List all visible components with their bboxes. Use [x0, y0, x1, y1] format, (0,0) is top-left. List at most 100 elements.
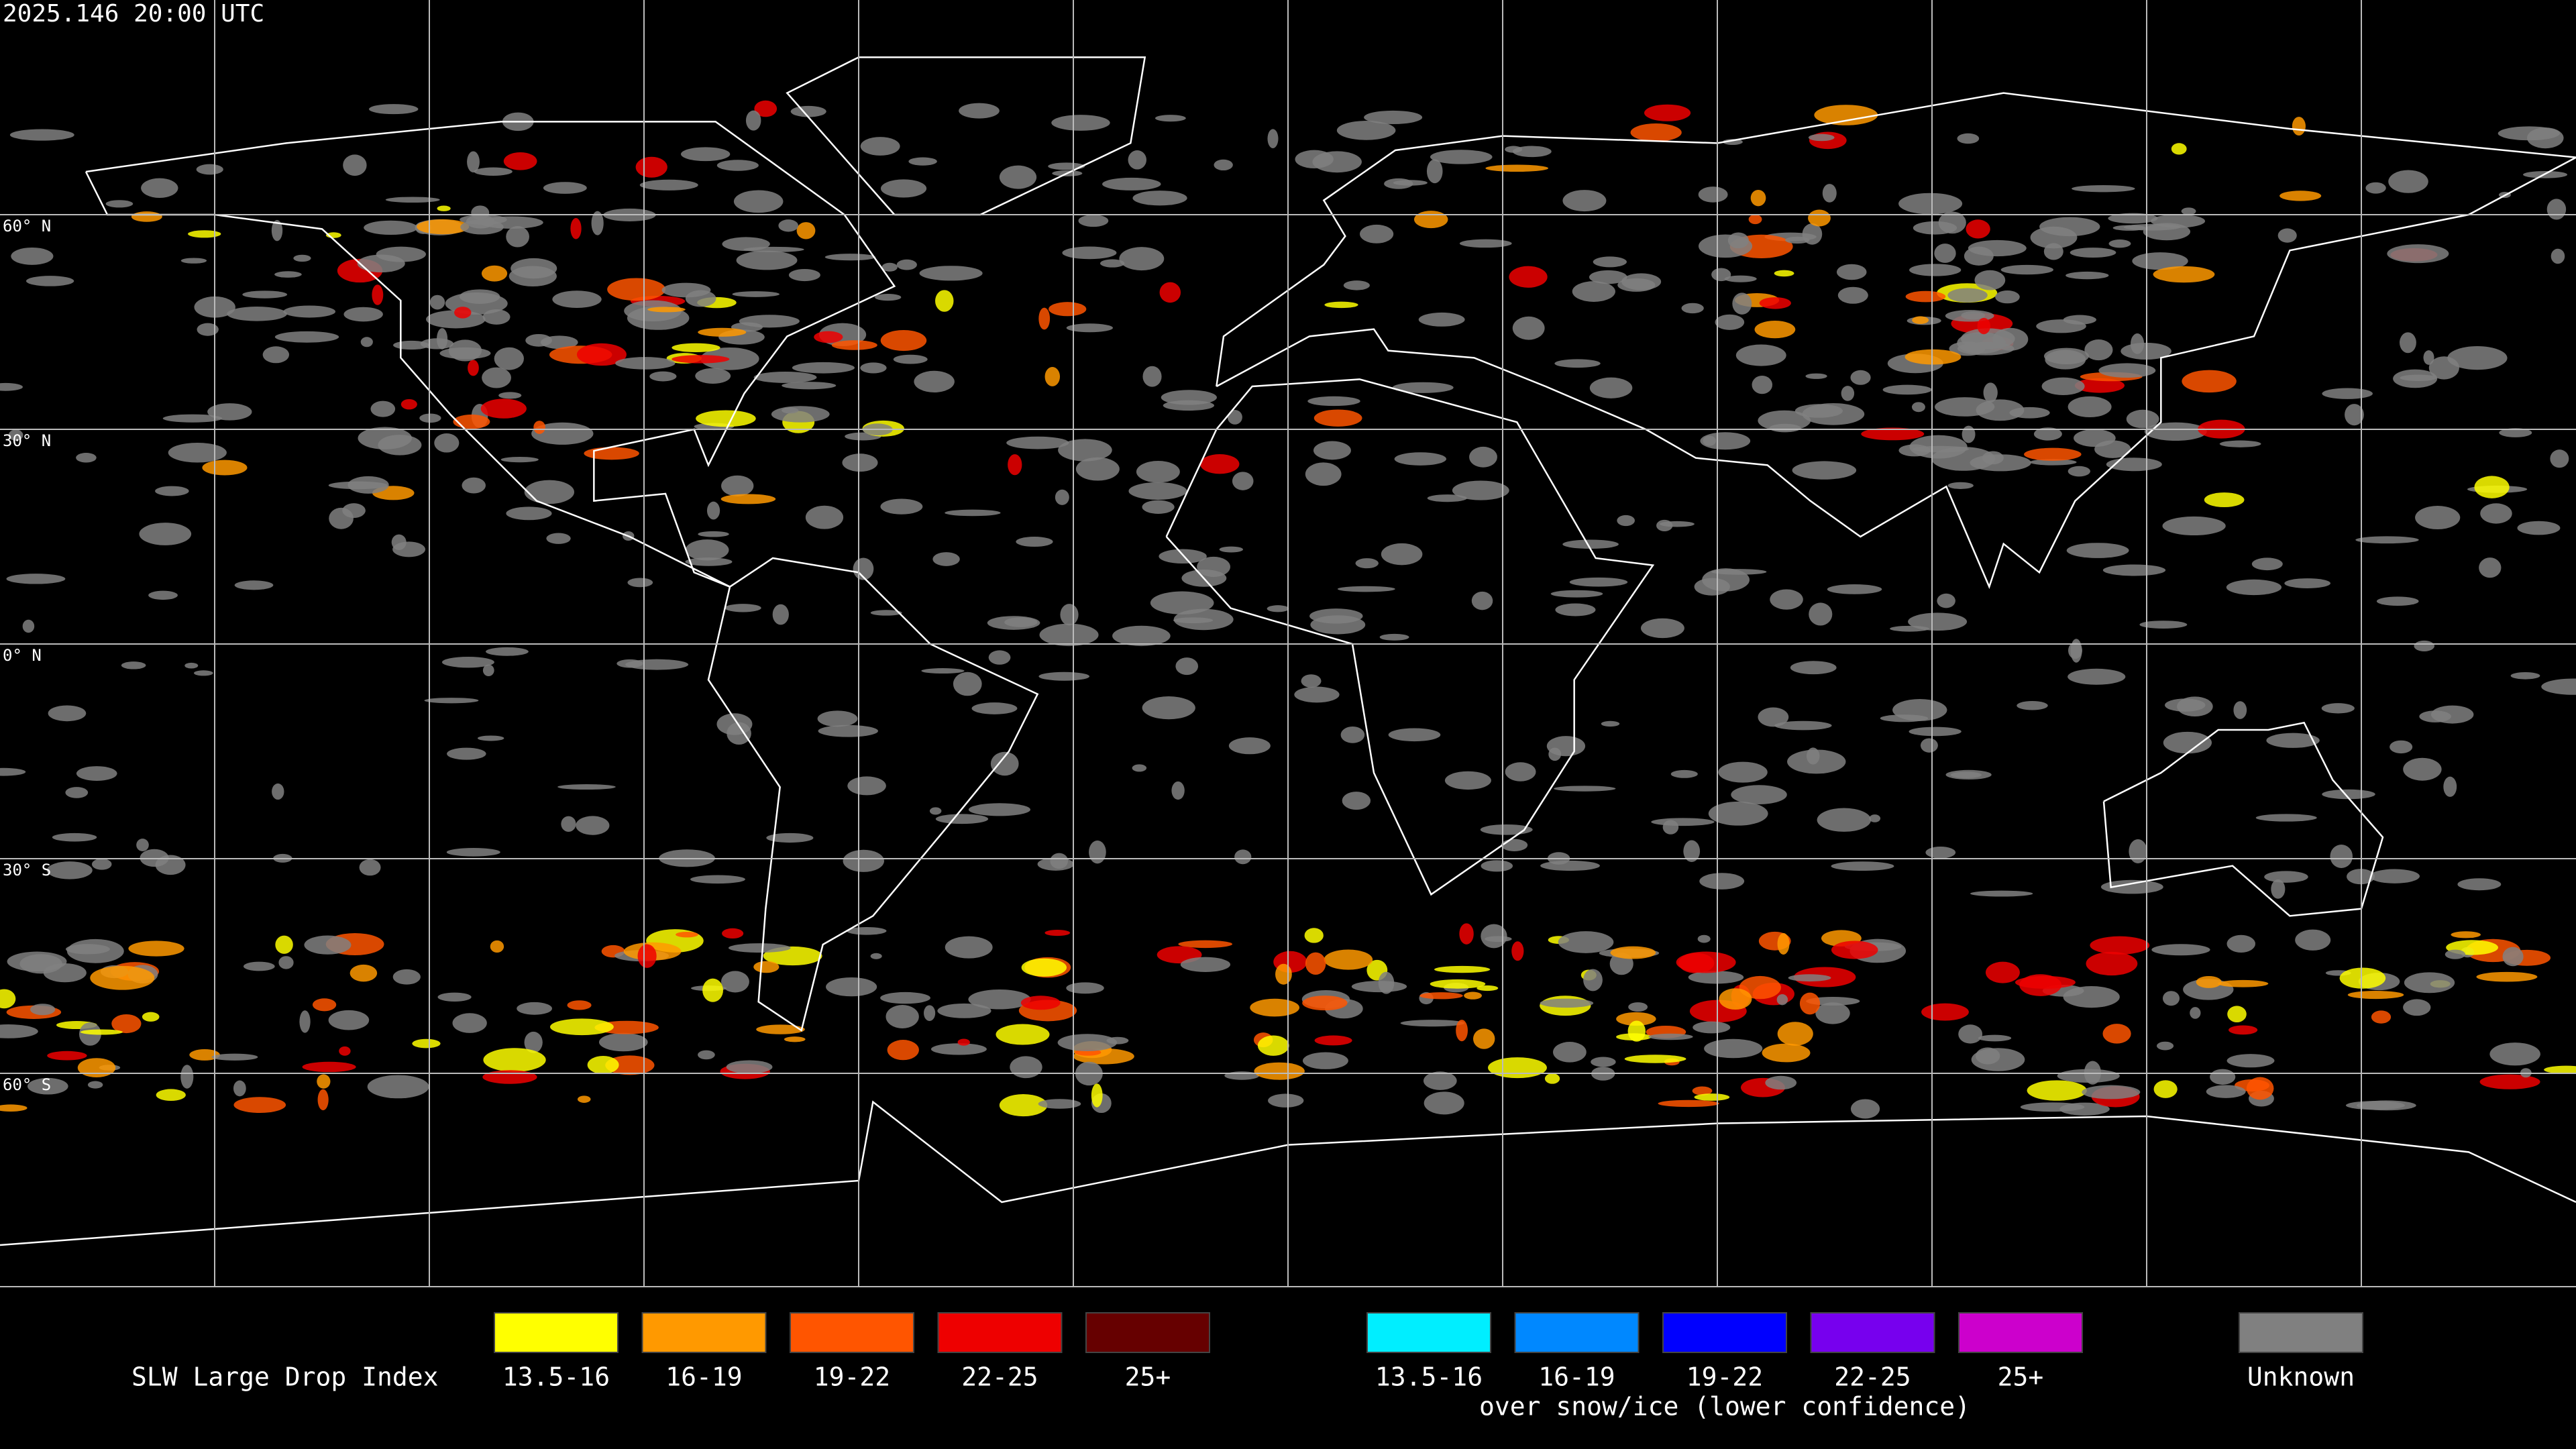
- cloud-patch: [893, 354, 928, 364]
- cloud-patch: [278, 956, 294, 969]
- cloud-patch: [935, 290, 954, 312]
- cloud-patch: [1051, 115, 1110, 131]
- cloud-patch: [1937, 593, 1955, 608]
- cloud-patch: [1961, 311, 1986, 320]
- cloud-patch: [1974, 270, 2006, 290]
- cloud-patch: [329, 507, 354, 529]
- cloud-patch: [1694, 1093, 1730, 1101]
- cloud-patch: [1727, 232, 1749, 249]
- cloud-patch: [283, 305, 336, 318]
- cloud-patch: [957, 1038, 970, 1046]
- cloud-patch: [1314, 1035, 1352, 1046]
- cloud-patch: [274, 331, 339, 343]
- cloud-patch: [1978, 1034, 2012, 1042]
- cloud-patch: [716, 160, 759, 171]
- cloud-patch: [2295, 929, 2331, 951]
- cloud-patch: [1089, 840, 1106, 864]
- cloud-patch: [1861, 427, 1925, 441]
- cloud-patch: [2210, 1069, 2236, 1085]
- cloud-patch: [262, 346, 290, 364]
- cloud-patch: [274, 271, 302, 278]
- cloud-patch: [1119, 247, 1165, 271]
- cloud-patch: [1770, 589, 1803, 610]
- cloud-patch: [724, 604, 761, 612]
- cloud-patch: [782, 382, 837, 390]
- cloud-patch: [2474, 476, 2510, 498]
- legend-swatch: [1810, 1312, 1935, 1353]
- cloud-patch: [929, 807, 942, 815]
- cloud-patch: [2546, 199, 2567, 220]
- cloud-patch: [698, 1050, 715, 1060]
- cloud-patch: [358, 427, 412, 449]
- cloud-patch: [971, 702, 1018, 714]
- cloud-patch: [1945, 769, 1992, 780]
- cloud-patch: [1257, 1035, 1289, 1056]
- cloud-patch: [1787, 749, 1846, 774]
- cloud-patch: [1688, 971, 1744, 984]
- cloud-patch: [1774, 720, 1832, 731]
- cloud-patch: [587, 1055, 619, 1074]
- cloud-patch: [1161, 390, 1217, 405]
- cloud-patch: [1758, 707, 1789, 727]
- cloud-patch: [908, 157, 937, 166]
- cloud-patch: [1430, 979, 1486, 989]
- cloud-patch: [2102, 564, 2166, 576]
- cloud-patch: [1704, 1038, 1763, 1059]
- cloud-patch: [1364, 110, 1423, 125]
- cloud-patch: [817, 710, 858, 727]
- cloud-patch: [1066, 982, 1104, 994]
- cloud-patch: [647, 307, 686, 313]
- cloud-patch: [2112, 225, 2147, 231]
- cloud-patch: [1630, 123, 1682, 142]
- cloud-patch: [2108, 213, 2158, 224]
- cloud-patch: [454, 307, 472, 319]
- cloud-patch: [2339, 967, 2386, 989]
- cloud-patch: [690, 875, 745, 884]
- cloud-patch: [1805, 373, 1827, 379]
- cloud-patch: [180, 1065, 194, 1089]
- cloud-patch: [698, 327, 747, 337]
- cloud-patch: [2106, 458, 2162, 472]
- cloud-patch: [1224, 1071, 1260, 1080]
- cloud-patch: [1197, 556, 1230, 578]
- cloud-patch: [1964, 246, 1994, 266]
- cloud-patch: [639, 179, 698, 191]
- cloud-patch: [1294, 686, 1340, 703]
- cloud-patch: [753, 961, 780, 973]
- cloud-patch: [233, 1080, 246, 1097]
- cloud-patch: [2098, 363, 2156, 378]
- cloud-patch: [1808, 209, 1831, 227]
- cloud-patch: [1554, 359, 1601, 368]
- cloud-patch: [1384, 178, 1413, 189]
- cloud-patch: [1908, 612, 1968, 631]
- cloud-patch: [685, 557, 733, 566]
- cloud-patch: [870, 610, 902, 616]
- cloud-patch: [2233, 701, 2247, 719]
- cloud-patch: [441, 656, 494, 668]
- cloud-patch: [2228, 1025, 2258, 1035]
- cloud-patch: [2277, 228, 2297, 243]
- cloud-patch: [2100, 879, 2163, 894]
- cloud-patch: [460, 219, 504, 235]
- cloud-patch: [1414, 211, 1448, 229]
- cloud-patch: [1808, 133, 1835, 142]
- cloud-patch: [2330, 845, 2353, 868]
- cloud-patch: [968, 803, 1031, 816]
- cloud-patch: [2517, 521, 2561, 535]
- cloud-patch: [65, 787, 89, 798]
- cloud-patch: [2126, 409, 2159, 429]
- cloud-patch: [1485, 936, 1512, 943]
- cloud-patch: [2226, 1054, 2275, 1068]
- cloud-patch: [1509, 266, 1548, 288]
- cloud-patch: [1792, 461, 1857, 480]
- cloud-patch: [293, 254, 311, 262]
- cloud-patch: [1616, 1012, 1656, 1026]
- cloud-patch: [1423, 1071, 1457, 1090]
- cloud-patch: [1617, 515, 1635, 527]
- cloud-patch: [194, 670, 213, 676]
- cloud-patch: [2045, 350, 2086, 370]
- cloud-patch: [1305, 462, 1342, 486]
- cloud-patch: [2074, 378, 2125, 393]
- cloud-patch: [419, 413, 441, 423]
- cloud-patch: [2550, 449, 2569, 468]
